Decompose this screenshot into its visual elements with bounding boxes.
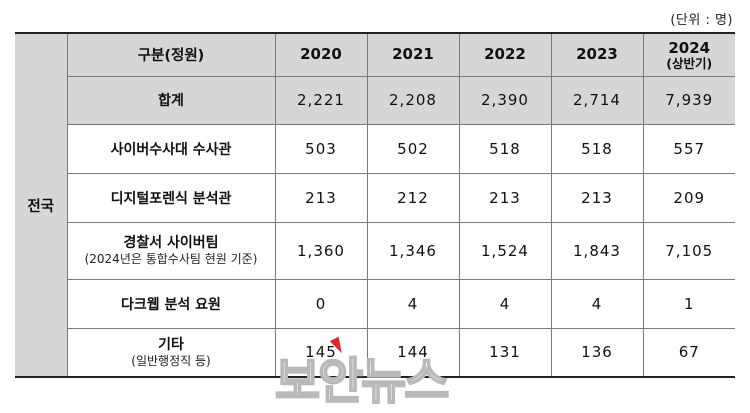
value-cell: 213 (458, 172, 552, 223)
row-label: 다크웹 분석 요원 (66, 278, 276, 329)
value-cell: 503 (274, 123, 368, 174)
value-cell: 1 (642, 278, 735, 329)
row-sublabel: (2024년은 통합수사팀 현원 기준) (84, 252, 258, 266)
header-year-2021: 2021 (366, 32, 460, 77)
value-cell: 2,221 (274, 75, 368, 125)
value-cell: 4 (550, 278, 644, 329)
value-cell: 212 (366, 172, 460, 223)
value-cell: 144 (366, 327, 460, 378)
value-cell: 145 (274, 327, 368, 378)
header-row: 전국 구분(정원) 2020 2021 2022 2023 2024 (상반기) (15, 32, 735, 378)
row-label: 디지털포렌식 분석관 (66, 172, 276, 223)
row-label: 사이버수사대 수사관 (66, 123, 276, 174)
value-cell: 557 (642, 123, 735, 174)
region-cell: 전국 (15, 32, 68, 378)
value-cell: 213 (550, 172, 644, 223)
row-label: 합계 (66, 75, 276, 125)
header-year-2024: 2024 (상반기) (642, 32, 735, 77)
value-cell: 7,939 (642, 75, 735, 125)
header-category: 구분(정원) (66, 32, 276, 77)
table-row-total: 합계 2,221 2,208 2,390 2,714 7,939 (15, 75, 735, 125)
header-year-2020: 2020 (274, 32, 368, 77)
header-year-2023: 2023 (550, 32, 644, 77)
value-cell: 136 (550, 327, 644, 378)
table-row: 사이버수사대 수사관 503 502 518 518 557 (15, 123, 735, 174)
header-year-2022: 2022 (458, 32, 552, 77)
table-row: 기타 (일반행정직 등) 145 144 131 136 67 (15, 327, 735, 378)
value-cell: 1,346 (366, 221, 460, 280)
value-cell: 0 (274, 278, 368, 329)
row-label: 기타 (일반행정직 등) (66, 327, 276, 378)
value-cell: 1,843 (550, 221, 644, 280)
row-sublabel: (일반행정직 등) (131, 353, 211, 368)
value-cell: 4 (366, 278, 460, 329)
value-cell: 2,714 (550, 75, 644, 125)
row-label: 경찰서 사이버팀 (2024년은 통합수사팀 현원 기준) (66, 221, 276, 280)
table-row: 다크웹 분석 요원 0 4 4 4 1 (15, 278, 735, 329)
value-cell: 7,105 (642, 221, 735, 280)
value-cell: 518 (550, 123, 644, 174)
value-cell: 67 (642, 327, 735, 378)
value-cell: 502 (366, 123, 460, 174)
value-cell: 213 (274, 172, 368, 223)
value-cell: 131 (458, 327, 552, 378)
value-cell: 518 (458, 123, 552, 174)
value-cell: 4 (458, 278, 552, 329)
value-cell: 1,524 (458, 221, 552, 280)
unit-label: (단위 : 명) (670, 13, 733, 28)
personnel-table: 전국 구분(정원) 2020 2021 2022 2023 2024 (상반기)… (15, 32, 735, 378)
value-cell: 1,360 (274, 221, 368, 280)
value-cell: 2,208 (366, 75, 460, 125)
table-row: 경찰서 사이버팀 (2024년은 통합수사팀 현원 기준) 1,360 1,34… (15, 221, 735, 280)
watermark-logo: 보안뉴스 (274, 352, 450, 411)
value-cell: 2,390 (458, 75, 552, 125)
value-cell: 209 (642, 172, 735, 223)
table-row: 디지털포렌식 분석관 213 212 213 213 209 (15, 172, 735, 223)
